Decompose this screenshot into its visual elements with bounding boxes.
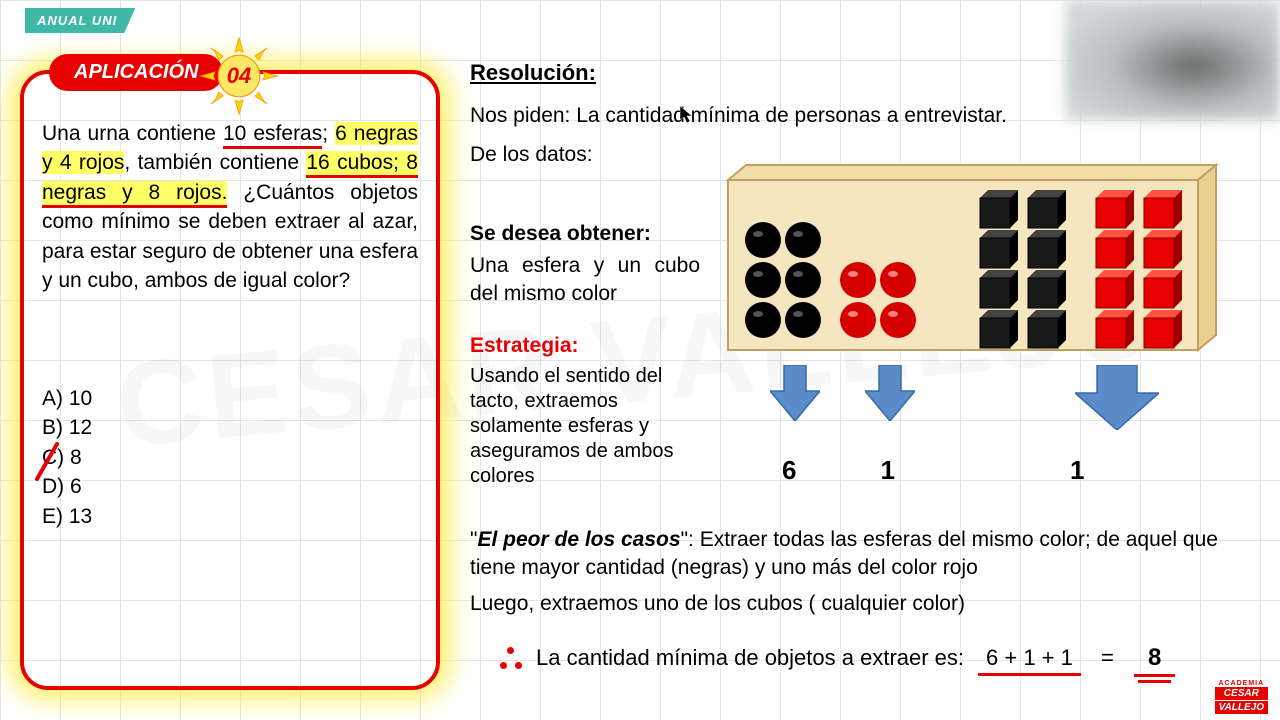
cursor-icon [680, 106, 694, 124]
brand-logo: ACADEMIA CESAR VALLEJO [1215, 680, 1268, 714]
conclusion-text: La cantidad mínima de objetos a extraer … [536, 645, 964, 671]
program-tag: ANUAL UNI [25, 8, 135, 33]
webcam-overlay [1065, 0, 1280, 120]
therefore-icon [500, 647, 522, 669]
urn-diagram [718, 160, 1220, 355]
strategy-text: Usando el sentido del tacto, extraemos s… [470, 364, 715, 489]
option-a: A) 10 [42, 384, 92, 413]
application-pill: APLICACIÓN [49, 54, 223, 91]
solution-panel: Resolución: Nos piden: La cantidad mínim… [470, 60, 1260, 710]
problem-statement: Una urna contiene 10 esferas; 6 negras y… [42, 119, 418, 295]
problem-panel: APLICACIÓN 04 Una urna contiene 10 esfer… [20, 70, 440, 690]
option-e: E) 13 [42, 502, 92, 531]
count-b: 1 [880, 455, 894, 486]
count-c: 1 [1070, 455, 1084, 486]
final-answer: 8 [1134, 644, 1175, 677]
worst-case-line: "El peor de los casos": Extraer todas la… [470, 526, 1230, 583]
extraction-counts: 6 1 1 [776, 455, 1084, 486]
problem-number: 04 [227, 63, 251, 89]
then-line: Luego, extraemos uno de los cubos ( cual… [470, 592, 965, 616]
arrow-row [770, 365, 1159, 430]
arrow-down-icon [770, 365, 820, 421]
calculation: 6 + 1 + 1 [978, 645, 1081, 676]
count-a: 6 [782, 455, 796, 486]
equals-sign: = [1087, 645, 1128, 670]
arrow-down-icon [865, 365, 915, 421]
conclusion-line: La cantidad mínima de objetos a extraer … [500, 644, 1230, 672]
sun-badge: 04 [199, 36, 279, 116]
check-mark-icon [32, 434, 82, 484]
want-text: Una esfera y un cubo del mismo color [470, 252, 700, 309]
arrow-down-icon [1075, 365, 1159, 430]
